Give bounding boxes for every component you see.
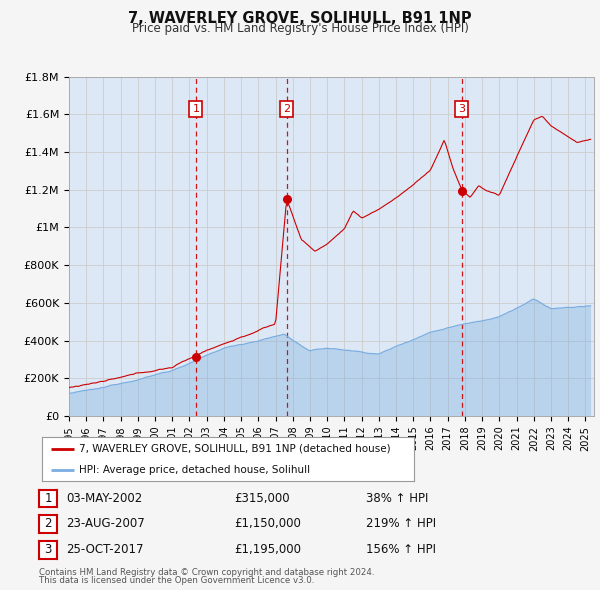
Text: HPI: Average price, detached house, Solihull: HPI: Average price, detached house, Soli… xyxy=(79,465,310,475)
Text: Contains HM Land Registry data © Crown copyright and database right 2024.: Contains HM Land Registry data © Crown c… xyxy=(39,568,374,577)
Text: 03-MAY-2002: 03-MAY-2002 xyxy=(66,492,142,505)
Text: 7, WAVERLEY GROVE, SOLIHULL, B91 1NP (detached house): 7, WAVERLEY GROVE, SOLIHULL, B91 1NP (de… xyxy=(79,444,391,454)
Text: 156% ↑ HPI: 156% ↑ HPI xyxy=(366,543,436,556)
Text: 38% ↑ HPI: 38% ↑ HPI xyxy=(366,492,428,505)
Text: 219% ↑ HPI: 219% ↑ HPI xyxy=(366,517,436,530)
Text: 25-OCT-2017: 25-OCT-2017 xyxy=(66,543,143,556)
Text: Price paid vs. HM Land Registry's House Price Index (HPI): Price paid vs. HM Land Registry's House … xyxy=(131,22,469,35)
Text: 1: 1 xyxy=(44,492,52,505)
Text: 7, WAVERLEY GROVE, SOLIHULL, B91 1NP: 7, WAVERLEY GROVE, SOLIHULL, B91 1NP xyxy=(128,11,472,25)
Text: £315,000: £315,000 xyxy=(234,492,290,505)
Text: 23-AUG-2007: 23-AUG-2007 xyxy=(66,517,145,530)
Text: 3: 3 xyxy=(458,104,465,114)
Text: 1: 1 xyxy=(193,104,199,114)
Text: £1,150,000: £1,150,000 xyxy=(234,517,301,530)
Text: This data is licensed under the Open Government Licence v3.0.: This data is licensed under the Open Gov… xyxy=(39,576,314,585)
Text: 2: 2 xyxy=(44,517,52,530)
Text: 2: 2 xyxy=(283,104,290,114)
Text: 3: 3 xyxy=(44,543,52,556)
Text: £1,195,000: £1,195,000 xyxy=(234,543,301,556)
